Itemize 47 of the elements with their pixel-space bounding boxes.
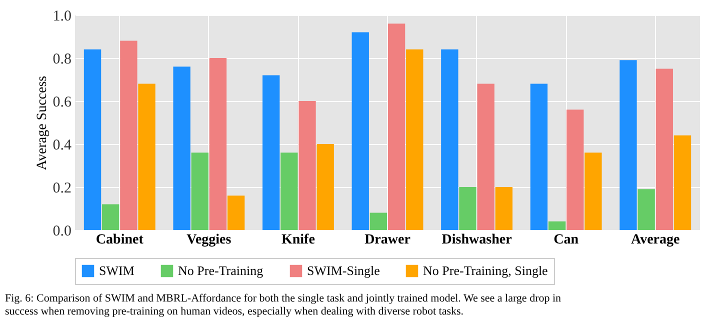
bar: [530, 84, 548, 230]
bar: [316, 144, 334, 230]
bar: [406, 49, 424, 230]
bar: [620, 60, 637, 230]
bar: [566, 110, 584, 230]
bar: [370, 212, 388, 230]
x-tick-label: Veggies: [186, 232, 232, 248]
bar: [352, 32, 369, 230]
bar: [173, 66, 190, 230]
legend-label: SWIM: [99, 263, 135, 278]
y-axis-title: Average Success: [34, 76, 50, 170]
y-tick-label: 0.6: [52, 94, 72, 110]
bar: [495, 187, 512, 230]
legend-label: SWIM-Single: [307, 263, 380, 278]
bar: [209, 58, 227, 230]
bar: [280, 152, 298, 230]
y-tick-label: 0.4: [52, 138, 72, 154]
bar: [84, 49, 102, 230]
bar: [674, 135, 692, 230]
bar: [477, 84, 494, 230]
y-tick-label: 0.2: [52, 180, 72, 196]
bar: [298, 101, 316, 230]
bar: [441, 49, 458, 230]
bar: [388, 24, 406, 230]
bar: [656, 68, 673, 230]
bar: [120, 40, 138, 230]
bar: [102, 204, 120, 230]
x-tick-label: Average: [631, 232, 680, 248]
bar: [459, 187, 476, 230]
bar: [191, 152, 208, 230]
legend-label: No Pre-Training: [178, 263, 264, 278]
bar: [548, 221, 566, 230]
x-tick-label: Dishwasher: [442, 232, 512, 248]
bar: [138, 84, 156, 230]
x-tick-label: Drawer: [364, 232, 410, 248]
y-tick-label: 0.0: [52, 224, 72, 240]
bar: [262, 75, 280, 230]
bar: [227, 196, 245, 230]
caption: Fig. 6: Comparison of SWIM and MBRL-Affordance for both the single task and jointly trained model. We see a large drop in success when removing pre-training on human videos, especially when dealing with diverse robot tasks.: [5, 292, 562, 318]
y-tick-label: 1.0: [52, 8, 72, 24]
x-tick-label: Cabinet: [96, 232, 144, 248]
x-tick-label: Can: [554, 232, 579, 248]
x-tick-label: Knife: [281, 232, 315, 248]
legend-label: No Pre-Training, Single: [423, 263, 548, 278]
bar: [638, 189, 655, 230]
y-tick-label: 0.8: [52, 52, 72, 68]
bar: [584, 152, 602, 230]
